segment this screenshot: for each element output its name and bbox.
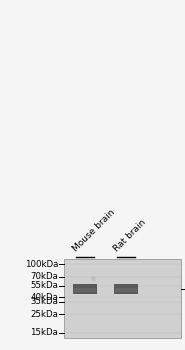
Text: 25kDa: 25kDa: [30, 310, 58, 318]
Text: 40kDa: 40kDa: [30, 293, 58, 302]
Bar: [114, 284, 138, 294]
Bar: [73, 284, 97, 294]
Bar: [64, 259, 181, 338]
Bar: [115, 287, 137, 292]
Text: 15kDa: 15kDa: [30, 328, 58, 337]
Text: Mouse brain: Mouse brain: [71, 208, 117, 254]
Bar: [74, 287, 96, 292]
Text: 100kDa: 100kDa: [25, 260, 58, 268]
Text: 70kDa: 70kDa: [30, 272, 58, 281]
Text: 55kDa: 55kDa: [30, 281, 58, 290]
Text: 35kDa: 35kDa: [30, 298, 58, 307]
Text: Rat brain: Rat brain: [112, 218, 148, 254]
